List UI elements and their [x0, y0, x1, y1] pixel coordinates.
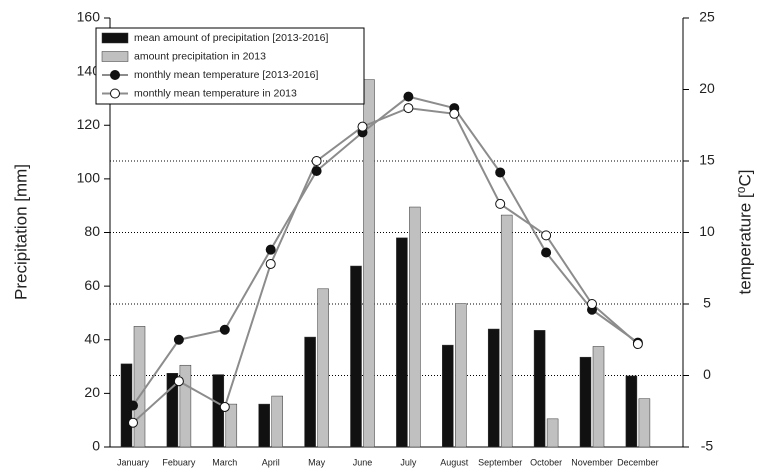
- bar: [638, 398, 651, 448]
- marker: [403, 91, 414, 102]
- legend-label: amount precipitation in 2013: [134, 50, 266, 62]
- marker: [173, 334, 184, 345]
- marker: [541, 247, 552, 258]
- bar: [533, 330, 546, 448]
- marker: [449, 108, 460, 119]
- marker: [265, 244, 276, 255]
- legend-swatch: [101, 51, 129, 62]
- y-tick-label: 20: [84, 384, 100, 400]
- marker: [357, 121, 368, 132]
- legend-marker: [110, 70, 120, 80]
- marker: [587, 299, 597, 309]
- y-tick-label: 0: [92, 438, 100, 454]
- y2-tick-label: -5: [701, 438, 714, 454]
- bar: [442, 344, 454, 448]
- y-tick-label: 60: [84, 277, 100, 293]
- bar: [304, 336, 316, 448]
- x-tick-label: June: [353, 457, 373, 467]
- bar: [179, 364, 192, 448]
- legend-box: [95, 27, 365, 105]
- marker: [311, 156, 322, 166]
- y2-axis-label: temperature [⁰C]: [735, 170, 754, 295]
- bar: [396, 237, 408, 448]
- bar: [258, 403, 270, 448]
- marker: [495, 198, 506, 209]
- bar: [500, 214, 513, 448]
- y-axis-label: Precipitation [mm]: [11, 164, 30, 300]
- y-tick-label: 120: [77, 116, 101, 132]
- marker: [495, 167, 506, 178]
- x-tick-label: May: [308, 457, 326, 467]
- bar: [350, 265, 362, 448]
- y2-tick-label: 20: [699, 80, 715, 96]
- x-tick-label: December: [617, 457, 659, 467]
- marker: [632, 339, 643, 350]
- bar: [363, 79, 375, 448]
- y-tick-label: 160: [77, 9, 101, 25]
- marker: [128, 400, 138, 411]
- x-tick-label: September: [478, 457, 522, 467]
- marker: [311, 166, 322, 177]
- y2-tick-label: 25: [699, 9, 715, 25]
- bar: [409, 206, 421, 448]
- y2-tick-label: 5: [703, 295, 711, 311]
- marker: [173, 376, 184, 387]
- x-tick-label: November: [571, 457, 613, 467]
- x-tick-label: March: [212, 457, 237, 467]
- x-tick-label: Febuary: [162, 457, 196, 467]
- x-tick-label: April: [262, 457, 280, 467]
- x-tick-label: August: [440, 457, 469, 467]
- y2-tick-label: 15: [699, 152, 715, 168]
- legend-label: monthly mean temperature in 2013: [134, 87, 297, 99]
- x-tick-label: January: [117, 457, 150, 467]
- line: [132, 95, 639, 407]
- marker: [219, 324, 230, 335]
- y2-tick-label: 0: [703, 366, 711, 382]
- y-tick-label: 100: [77, 170, 101, 186]
- bar: [133, 326, 146, 448]
- y-tick-label: 40: [84, 330, 100, 346]
- legend-label: mean amount of precipitation [2013-2016]: [134, 32, 328, 44]
- bar: [579, 356, 592, 448]
- bar: [455, 303, 467, 448]
- marker: [265, 258, 276, 269]
- bar: [625, 375, 638, 448]
- x-tick-label: October: [530, 457, 562, 467]
- legend-swatch: [101, 32, 129, 44]
- x-tick-label: July: [400, 457, 417, 467]
- bar: [271, 395, 283, 448]
- marker: [219, 401, 230, 412]
- line: [132, 107, 639, 424]
- y-tick-label: 140: [77, 62, 101, 78]
- bar: [592, 346, 605, 448]
- marker: [403, 103, 414, 114]
- marker: [541, 230, 552, 241]
- bar: [487, 328, 500, 448]
- legend-marker: [110, 88, 120, 99]
- bar: [317, 288, 329, 448]
- marker: [128, 417, 138, 428]
- y-tick-label: 80: [84, 223, 100, 239]
- legend-label: monthly mean temperature [2013-2016]: [134, 69, 319, 81]
- bar: [166, 373, 179, 448]
- y2-tick-label: 10: [699, 223, 715, 239]
- bar: [546, 418, 559, 448]
- bar: [225, 403, 238, 448]
